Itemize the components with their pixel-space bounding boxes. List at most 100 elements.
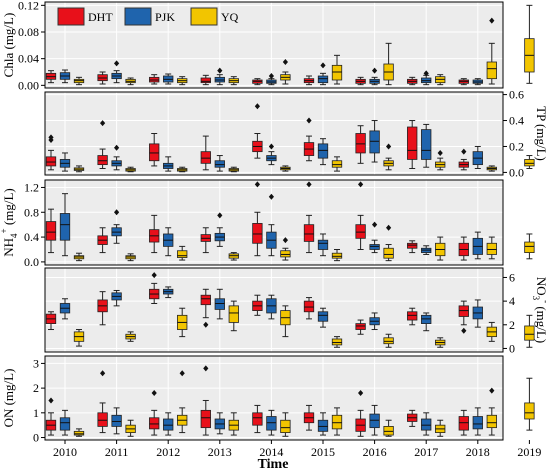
box-no3-2018-dht [458,300,469,334]
box-on-2016-dht [355,390,366,437]
box-tp-2016-dht [355,125,366,164]
x-axis-title: Time [258,457,289,472]
box-iqr [458,305,469,317]
box-no3-2014-pjk [266,294,277,320]
box-nh4-2012-yq [177,245,188,261]
box-chla-2010-yq [73,76,85,86]
box-no3-2010-yq [73,329,85,347]
y-tick-label: 3 [33,356,39,370]
box-iqr [73,430,85,436]
box-tp-2013-pjk [214,155,225,172]
box-iqr [252,223,263,244]
y-tick-label: 0.0 [509,165,524,179]
box-iqr [149,143,160,162]
box-chla-2019-yq [524,4,535,84]
box-tp-2013-dht [200,135,211,171]
outlier-point [306,181,312,188]
box-iqr [200,294,211,306]
box-on-2010-pjk [59,409,71,436]
box-chla-2012-dht [149,74,160,85]
outlier-point [489,17,495,24]
box-iqr [421,129,432,160]
box-chla-2012-yq [177,76,188,86]
outlier-point [461,327,467,334]
box-on-2017-pjk [421,412,432,436]
box-no3-2011-pjk [111,289,122,307]
y-axis-title-superscript: + [0,228,9,233]
box-tp-2018-dht [458,148,469,171]
box-iqr [200,77,211,84]
box-iqr [486,242,497,255]
y-axis-title-subscript: 4 [9,233,19,238]
box-chla-2010-pjk [59,69,71,84]
panel-on: 0 1 2 3 ON (mg/L) [1,355,535,445]
outlier-point [386,224,392,231]
outlier-point [372,67,378,74]
box-tp-2017-yq [435,149,446,171]
box-tp-2014-yq [280,165,291,172]
legend-label-dht: DHT [88,10,113,24]
box-on-2018-pjk [472,407,483,436]
outlier-point [217,67,223,74]
outlier-point [461,148,467,155]
box-no3-2015-dht [303,297,315,320]
box-chla-2013-pjk [214,67,225,86]
box-nh4-2012-dht [149,214,160,254]
y-tick-label: 0.0 [24,255,39,269]
y-tick-label: 0.08 [18,25,39,39]
box-iqr [303,300,315,313]
outlier-point [489,387,495,394]
box-no3-2012-pjk [163,286,174,299]
box-no3-2014-dht [252,294,263,316]
box-chla-2017-pjk [421,70,432,86]
outlier-point [114,60,120,67]
box-no3-2013-dht [200,288,211,328]
box-on-2012-pjk [163,412,174,436]
box-no3-2010-pjk [59,298,71,320]
y-tick-label: 6 [509,270,515,284]
box-tp-2011-dht [97,120,108,170]
box-tp-2014-pjk [266,143,277,166]
box-iqr [97,412,108,427]
box-chla-2016-pjk [369,67,380,86]
box-chla-2014-dht [252,78,263,86]
box-iqr [45,156,57,167]
box-nh4-2012-pjk [163,227,174,257]
x-tick-label: 2013 [208,445,232,459]
y-tick-label: 0.6 [509,88,524,102]
box-no3-2012-dht [149,272,160,304]
y-axis-title-nh4: NH4+ (mg/L) [0,188,19,256]
outlier-point [151,272,157,279]
x-tick-label: 2011 [105,445,129,459]
box-chla-2015-pjk [317,62,329,86]
y-axis-title-main: NH [1,238,16,257]
box-iqr [407,126,418,160]
box-chla-2011-dht [97,71,108,85]
box-on-2016-yq [383,419,394,437]
box-iqr [407,311,418,321]
box-no3-2016-yq [383,333,394,348]
outlier-point [203,365,209,372]
box-iqr [369,413,380,429]
box-nh4-2014-yq [280,237,291,261]
panel-frame [44,267,504,353]
y-tick-label: 0 [509,341,515,355]
panel-frame [44,355,504,441]
y-tick-label: 1 [33,406,39,420]
box-iqr [317,419,329,432]
box-nh4-2010-pjk [59,193,71,257]
x-tick-label: 2015 [311,445,335,459]
box-on-2014-yq [280,412,291,437]
box-iqr [355,133,366,154]
box-no3-2017-yq [435,337,446,348]
box-nh4-2010-dht [45,208,57,254]
box-iqr [421,418,432,431]
box-on-2015-dht [303,404,315,431]
box-tp-2015-pjk [317,138,329,166]
box-iqr [317,311,329,322]
box-iqr [524,325,535,341]
box-tp-2013-yq [228,166,239,173]
outlier-point [151,390,157,397]
box-iqr [524,159,535,167]
